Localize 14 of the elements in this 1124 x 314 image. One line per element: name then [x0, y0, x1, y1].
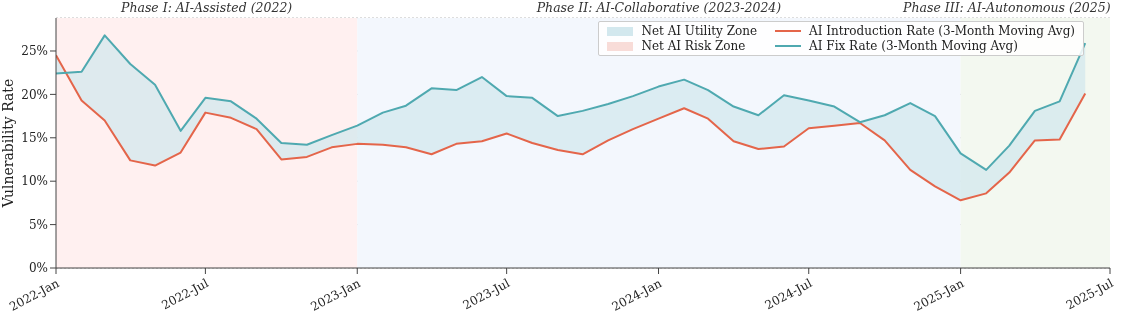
- y-tick-label: 25%: [21, 44, 48, 59]
- y-axis-title: Vulnerability Rate: [0, 78, 16, 209]
- y-tick-label: 0%: [28, 261, 48, 276]
- y-tick-label: 5%: [28, 217, 48, 232]
- band-label: Phase II: AI-Collaborative (2023-2024): [535, 0, 782, 15]
- band-label: Phase I: AI-Assisted (2022): [120, 0, 293, 15]
- y-tick-label: 20%: [21, 87, 48, 102]
- band-label: Phase III: AI-Autonomous (2025): [902, 0, 1111, 15]
- legend-label: Net AI Utility Zone: [641, 24, 758, 38]
- legend-label: AI Introduction Rate (3-Month Moving Avg): [809, 24, 1075, 38]
- y-tick-label: 15%: [21, 131, 48, 146]
- y-tick-label: 10%: [21, 174, 48, 189]
- legend-label: Net AI Risk Zone: [641, 39, 746, 53]
- legend-label: AI Fix Rate (3-Month Moving Avg): [809, 39, 1018, 53]
